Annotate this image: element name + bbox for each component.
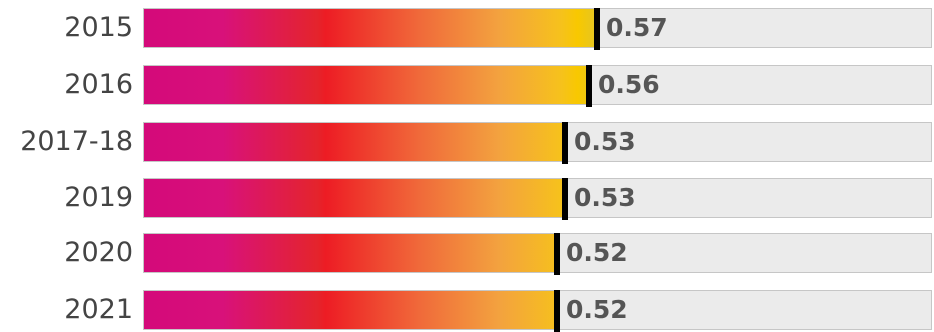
category-label: 2015 [64, 12, 133, 43]
category-label: 2019 [64, 182, 133, 213]
bar-track: 0.57 [143, 8, 932, 50]
bar-fill [144, 179, 562, 217]
value-marker [554, 290, 560, 332]
value-label: 0.56 [598, 70, 660, 99]
bar-row: 2021 0.52 [0, 289, 934, 332]
bar-row: 2017-18 0.53 [0, 121, 934, 164]
bar-fill [144, 9, 594, 47]
value-marker [594, 8, 600, 50]
bar-fill [144, 66, 586, 104]
bar-row: 2020 0.52 [0, 232, 934, 275]
bar-fill [144, 234, 554, 272]
value-marker [554, 233, 560, 275]
bar-row: 2016 0.56 [0, 64, 934, 107]
category-label: 2020 [64, 237, 133, 268]
value-marker [586, 65, 592, 107]
bar-track: 0.52 [143, 290, 932, 332]
bar-track: 0.53 [143, 122, 932, 164]
value-label: 0.57 [606, 13, 668, 42]
category-label: 2017-18 [20, 126, 133, 157]
bar-fill [144, 291, 554, 329]
value-marker [562, 122, 568, 164]
category-label: 2016 [64, 69, 133, 100]
value-label: 0.52 [566, 295, 628, 324]
bar-track: 0.53 [143, 178, 932, 220]
category-label: 2021 [64, 294, 133, 325]
bar-track: 0.56 [143, 65, 932, 107]
value-label: 0.53 [574, 183, 636, 212]
bar-track: 0.52 [143, 233, 932, 275]
bar-row: 2015 0.57 [0, 7, 934, 50]
value-label: 0.52 [566, 238, 628, 267]
value-label: 0.53 [574, 127, 636, 156]
bar-row: 2019 0.53 [0, 177, 934, 220]
bar-fill [144, 123, 562, 161]
value-marker [562, 178, 568, 220]
